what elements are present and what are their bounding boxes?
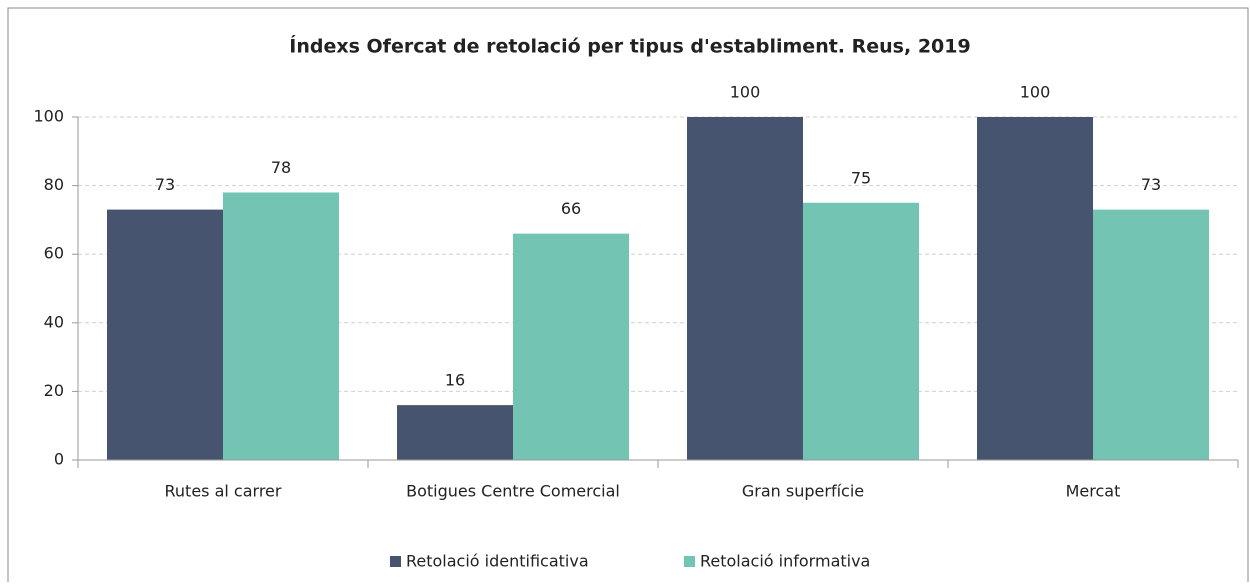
data-label: 73	[155, 175, 175, 194]
legend-label: Retolació informativa	[700, 552, 870, 571]
data-label: 66	[561, 199, 581, 218]
y-tick-label: 100	[33, 107, 64, 126]
y-tick-label: 60	[44, 244, 64, 263]
bar	[397, 405, 513, 460]
y-tick-label: 0	[54, 450, 64, 469]
y-tick-label: 40	[44, 312, 64, 331]
data-label: 78	[271, 158, 291, 177]
data-label: 100	[1020, 83, 1051, 102]
bar	[513, 233, 629, 460]
data-label: 75	[851, 168, 871, 187]
y-tick-label: 20	[44, 381, 64, 400]
x-tick-label: Gran superfície	[742, 482, 864, 501]
legend-swatch	[684, 556, 695, 567]
legend-label: Retolació identificativa	[406, 552, 589, 571]
y-tick-label: 80	[44, 175, 64, 194]
bar	[107, 209, 223, 460]
data-label: 16	[445, 371, 465, 390]
bar	[977, 117, 1093, 460]
bar	[687, 117, 803, 460]
chart-title: Índexs Ofercat de retolació per tipus d'…	[289, 35, 970, 58]
bar	[1093, 209, 1209, 460]
bar	[803, 202, 919, 460]
x-tick-label: Botigues Centre Comercial	[406, 482, 620, 501]
x-tick-label: Mercat	[1066, 482, 1121, 501]
bar	[223, 192, 339, 460]
x-tick-label: Rutes al carrer	[165, 482, 282, 501]
legend-swatch	[390, 556, 401, 567]
data-label: 100	[730, 83, 761, 102]
data-label: 73	[1141, 175, 1161, 194]
